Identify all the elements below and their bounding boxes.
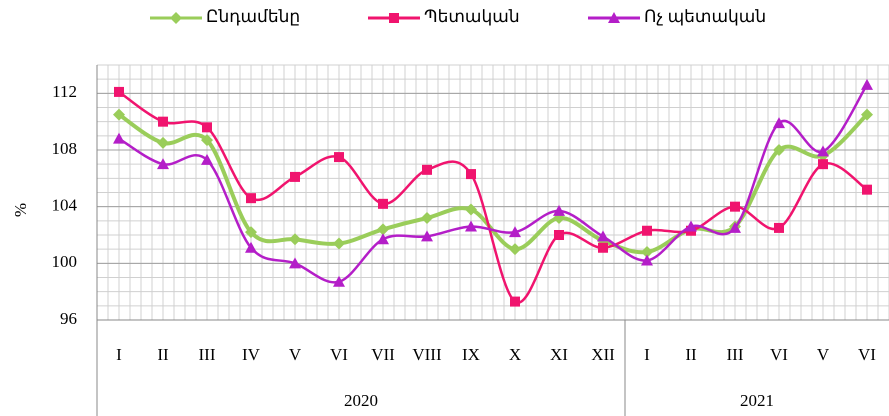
marker	[773, 144, 785, 156]
x-tick-label: VI	[770, 345, 788, 364]
marker	[334, 152, 344, 163]
x-tick-label: I	[644, 345, 650, 364]
y-tick-label: 108	[52, 139, 78, 158]
x-tick-label: XII	[591, 345, 615, 364]
legend-marker	[608, 12, 620, 23]
legend-marker	[170, 12, 182, 24]
marker	[157, 136, 169, 149]
marker	[245, 226, 257, 239]
marker	[289, 233, 301, 246]
x-tick-label: VI	[330, 345, 348, 364]
marker	[157, 158, 169, 170]
x-tick-label: V	[817, 345, 830, 364]
y-tick-label: 112	[52, 82, 77, 101]
legend-marker	[389, 13, 399, 23]
marker	[201, 153, 213, 165]
x-group-label: 2020	[344, 391, 378, 410]
x-tick-label: XI	[550, 345, 568, 364]
marker	[289, 257, 301, 269]
marker	[201, 134, 213, 147]
x-tick-label: III	[199, 345, 216, 364]
y-axis-label: %	[11, 203, 30, 217]
marker	[246, 193, 256, 204]
marker	[421, 230, 433, 242]
marker	[774, 222, 784, 233]
marker	[378, 198, 388, 209]
marker	[113, 108, 125, 121]
marker	[114, 86, 124, 97]
marker	[421, 212, 433, 224]
x-tick-label: III	[727, 345, 744, 364]
marker	[333, 275, 345, 287]
legend-label: Պետական	[424, 7, 520, 26]
marker	[773, 117, 785, 129]
marker	[509, 243, 521, 256]
marker	[861, 78, 873, 90]
marker	[642, 225, 652, 236]
y-tick-label: 100	[52, 252, 78, 271]
x-tick-label: V	[289, 345, 302, 364]
marker	[113, 132, 125, 144]
marker	[290, 171, 300, 182]
marker	[730, 201, 740, 212]
x-tick-label: VII	[371, 345, 395, 364]
marker	[553, 204, 565, 216]
marker	[422, 164, 432, 175]
marker	[158, 116, 168, 127]
marker	[509, 226, 521, 238]
marker	[597, 230, 609, 242]
x-tick-label: IX	[462, 345, 480, 364]
marker	[465, 203, 477, 216]
marker	[729, 221, 741, 233]
series-line	[118, 84, 869, 284]
x-tick-label: VIII	[412, 345, 442, 364]
marker	[817, 145, 829, 157]
marker	[465, 220, 477, 232]
x-group-label: 2021	[740, 391, 774, 410]
marker	[641, 246, 653, 258]
marker	[510, 296, 520, 307]
y-tick-label: 104	[52, 196, 78, 215]
marker	[554, 230, 564, 240]
x-tick-label: I	[116, 345, 122, 364]
marker	[862, 184, 872, 195]
legend-label: Ոչ պետական	[644, 7, 766, 26]
marker	[377, 223, 389, 236]
marker	[641, 254, 653, 266]
x-tick-label: VI	[858, 345, 876, 364]
marker	[818, 159, 828, 170]
legend-label: Ընդամենը	[206, 7, 300, 26]
marker	[377, 233, 389, 245]
x-tick-label: II	[157, 345, 169, 364]
marker	[685, 220, 697, 232]
marker	[333, 237, 345, 250]
marker	[202, 122, 212, 133]
marker	[598, 242, 608, 253]
y-tick-label: 96	[60, 309, 77, 328]
marker	[861, 108, 873, 121]
marker	[245, 241, 257, 253]
x-tick-label: IV	[242, 345, 261, 364]
x-tick-label: X	[509, 345, 521, 364]
x-tick-label: II	[685, 345, 697, 364]
marker	[466, 169, 476, 180]
